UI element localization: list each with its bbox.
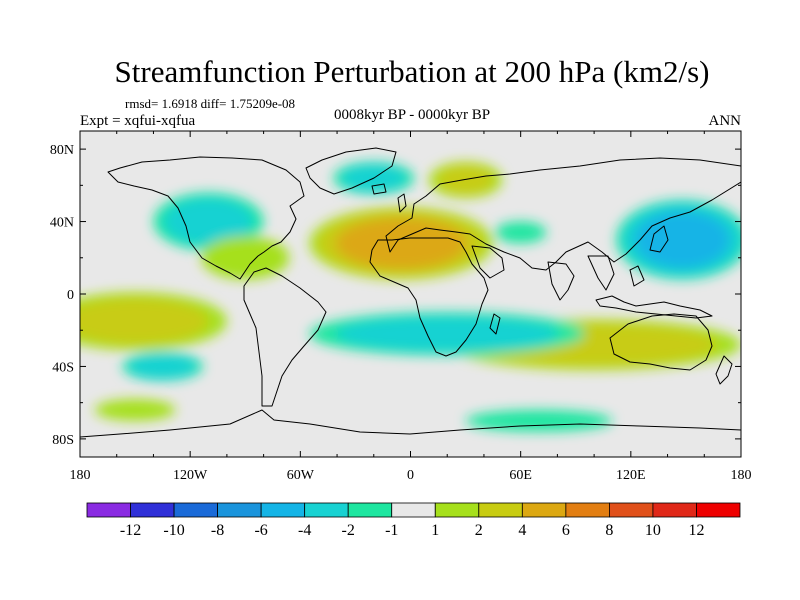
plot-border bbox=[79, 130, 742, 458]
colorbar-swatch bbox=[521, 502, 567, 518]
colorbar-label: 8 bbox=[605, 522, 613, 539]
coast-south-america bbox=[243, 267, 327, 407]
colorbar-label: -6 bbox=[254, 522, 267, 539]
contour-bands bbox=[80, 161, 741, 432]
y-tick-label: 80S bbox=[52, 433, 74, 448]
coast-north-america bbox=[107, 156, 305, 280]
coastlines bbox=[80, 147, 741, 438]
coast-uk bbox=[397, 193, 407, 213]
coast-japan bbox=[649, 225, 669, 253]
y-tick-label: 0 bbox=[67, 288, 74, 303]
x-tick-label: 60E bbox=[509, 468, 532, 483]
colorbar-swatch bbox=[652, 502, 697, 518]
colorbar-label: 12 bbox=[688, 522, 704, 539]
colorbar-label: -12 bbox=[120, 522, 141, 539]
colorbar-label: -1 bbox=[385, 522, 398, 539]
plot-area bbox=[79, 130, 742, 458]
y-tick-label: 80N bbox=[50, 143, 74, 158]
stats-text: rmsd= 1.6918 diff= 1.75209e-08 bbox=[125, 96, 295, 111]
colorbar-label: 4 bbox=[518, 522, 526, 539]
colorbar-swatch bbox=[391, 502, 436, 518]
colorbar-swatch bbox=[304, 502, 349, 518]
colorbar-swatch bbox=[347, 502, 393, 518]
contour-southern-ocean-low-1 bbox=[465, 409, 613, 432]
x-tick-label: 120W bbox=[173, 468, 208, 483]
coast-antarctica bbox=[80, 409, 741, 438]
colorbar-label: -10 bbox=[163, 522, 184, 539]
colorbar-label: 6 bbox=[562, 522, 570, 539]
y-tick-label: 40S bbox=[52, 360, 74, 375]
coast-indonesia bbox=[595, 295, 713, 319]
contour-n-america-low-2 bbox=[163, 197, 254, 246]
y-tick-label: 40N bbox=[50, 216, 74, 231]
y-tick-labels: 80N 40N 0 40S 80S bbox=[50, 143, 74, 448]
coast-madagascar bbox=[489, 313, 501, 335]
contour-se-pacific-high-2 bbox=[80, 297, 209, 345]
colorbar-swatch bbox=[217, 502, 262, 518]
contour-n-atlantic-eurafrica-high-4 bbox=[335, 217, 467, 270]
coast-iceland bbox=[371, 183, 387, 195]
x-tick-label: 180 bbox=[70, 468, 91, 483]
plot-background bbox=[80, 131, 741, 457]
coast-eurasia bbox=[385, 157, 741, 271]
colorbar-swatch bbox=[86, 502, 131, 518]
colorbar-label: 1 bbox=[431, 522, 439, 539]
x-tick-label: 0 bbox=[407, 468, 414, 483]
colorbar-swatch bbox=[130, 502, 175, 518]
colorbar-label: -2 bbox=[342, 522, 355, 539]
colorbar-swatch bbox=[478, 502, 523, 518]
colorbar-label: -4 bbox=[298, 522, 311, 539]
time-period-label: 0008kyr BP - 0000kyr BP bbox=[334, 107, 490, 123]
coast-africa bbox=[369, 237, 489, 357]
x-tick-label: 60W bbox=[287, 468, 315, 483]
contour-sw-pacific-low-2 bbox=[127, 354, 198, 379]
x-tick-labels: 180 120W 60W 0 60E 120E 180 bbox=[70, 468, 752, 483]
contour-s-atlantic-low-2 bbox=[335, 316, 559, 352]
colorbar-label: 2 bbox=[475, 522, 483, 539]
season-label: ANN bbox=[709, 113, 742, 129]
x-tick-label: 180 bbox=[731, 468, 752, 483]
colorbar-swatch bbox=[434, 502, 480, 518]
contour-s-pacific-high-lat-1 bbox=[94, 399, 176, 421]
colorbar-label: 10 bbox=[645, 522, 661, 539]
contour-nw-pacific-low-4 bbox=[635, 211, 730, 269]
colorbar-swatch bbox=[609, 502, 654, 518]
x-tick-label: 120E bbox=[616, 468, 646, 483]
contour-field bbox=[80, 161, 741, 432]
experiment-label: Expt = xqfui-xqfua bbox=[80, 113, 195, 129]
colorbar-swatch bbox=[696, 502, 741, 518]
coast-new-zealand bbox=[715, 355, 733, 385]
colorbar-swatch bbox=[565, 502, 610, 518]
coast-philippines bbox=[629, 265, 645, 287]
coast-australia bbox=[609, 313, 713, 371]
coast-greenland bbox=[305, 147, 397, 195]
colorbar-label: -8 bbox=[211, 522, 224, 539]
coast-india bbox=[547, 261, 575, 301]
colorbar-swatch bbox=[173, 502, 218, 518]
colorbar: -12 -10 -8 -6 -4 -2 -1 1 2 4 6 8 10 12 bbox=[86, 502, 741, 539]
coast-arabia bbox=[471, 245, 505, 279]
coast-indochina bbox=[587, 255, 615, 291]
contour-europe-low-1 bbox=[494, 221, 547, 244]
chart-title: Streamfunction Perturbation at 200 hPa (… bbox=[115, 54, 710, 89]
colorbar-swatch bbox=[260, 502, 306, 518]
